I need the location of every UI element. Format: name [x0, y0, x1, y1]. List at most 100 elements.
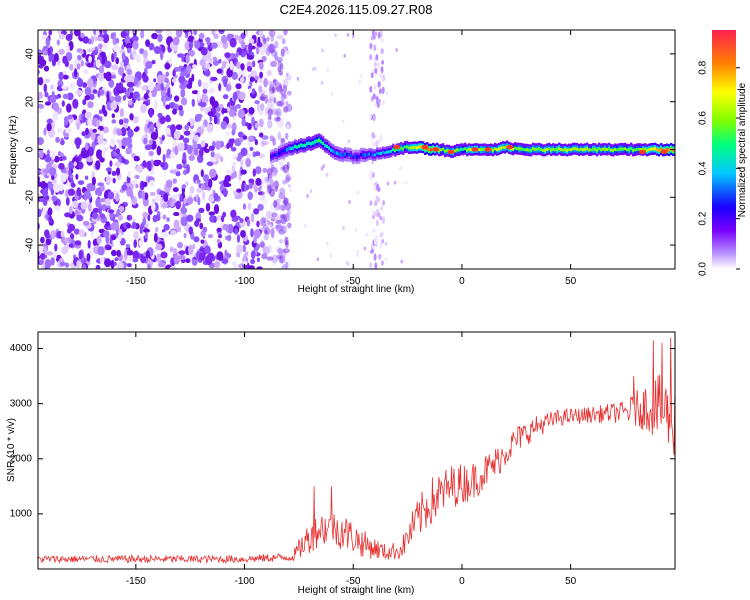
noise-speck: [236, 244, 244, 254]
noise-speck: [65, 44, 70, 53]
noise-speck: [156, 137, 161, 147]
noise-speck: [101, 55, 105, 65]
noise-speck: [188, 154, 196, 161]
band-speck: [371, 172, 375, 178]
signal-core: [586, 147, 589, 151]
signal-core: [364, 153, 367, 157]
noise-speck: [133, 155, 140, 161]
signal-core: [630, 147, 633, 151]
noise-speck: [198, 207, 205, 213]
noise-speck: [149, 124, 154, 133]
sparse-speck: [356, 191, 360, 196]
signal-core: [398, 147, 401, 151]
noise-speck: [184, 124, 190, 131]
sparse-speck: [359, 74, 363, 79]
noise-speck: [178, 75, 186, 84]
noise-speck: [202, 190, 206, 201]
noise-speck: [122, 95, 127, 101]
noise-speck: [254, 100, 260, 105]
band-speck: [372, 141, 376, 148]
noise-speck: [76, 63, 81, 70]
noise-speck: [222, 60, 227, 69]
signal-core: [504, 146, 507, 150]
noise-speck: [74, 68, 78, 78]
noise-speck: [195, 218, 201, 223]
noise-speck: [247, 265, 255, 269]
noise-speck: [125, 147, 132, 155]
noise-speck: [200, 183, 206, 190]
noise-speck: [51, 195, 58, 202]
noise-speck: [212, 59, 219, 66]
signal-core: [390, 149, 393, 153]
noise-speck: [43, 83, 48, 93]
noise-speck: [165, 30, 170, 36]
noise-speck: [189, 186, 195, 194]
noise-speck: [73, 30, 81, 37]
noise-speck: [116, 139, 121, 144]
noise-speck: [92, 128, 97, 133]
signal-core: [666, 148, 669, 151]
noise-speck: [98, 72, 104, 82]
noise-speck: [41, 189, 49, 197]
band-speck: [372, 113, 376, 122]
noise-speck: [232, 161, 237, 167]
noise-speck: [171, 78, 177, 83]
noise-speck: [261, 55, 267, 62]
noise-speck: [120, 127, 127, 137]
noise-speck: [143, 137, 148, 145]
noise-speck: [177, 142, 185, 152]
noise-speck: [199, 102, 207, 108]
noise-speck: [129, 113, 134, 121]
y-tick-label: 3000: [10, 398, 33, 409]
noise-speck: [89, 93, 95, 101]
noise-speck: [125, 243, 130, 248]
colorbar-tick-label: 0.8: [698, 60, 709, 74]
sparse-speck: [329, 253, 333, 258]
noise-speck: [285, 132, 289, 140]
colorbar-tick-label: 0.4: [698, 161, 709, 175]
signal-core: [280, 150, 283, 155]
noise-speck: [76, 122, 80, 130]
noise-speck: [240, 169, 247, 175]
noise-speck: [188, 41, 194, 49]
noise-speck: [173, 219, 180, 229]
noise-speck: [132, 258, 139, 263]
noise-speck: [228, 138, 234, 148]
noise-speck: [103, 147, 109, 152]
noise-speck: [33, 137, 37, 146]
noise-speck: [246, 184, 250, 191]
noise-speck: [47, 207, 53, 216]
colorbar: 0.0 0.2 0.4 0.6 0.8 Normalized spectral ampl…: [698, 30, 748, 276]
signal-core: [412, 146, 415, 150]
signal-core: [574, 147, 577, 151]
noise-speck: [204, 63, 211, 69]
signal-core: [306, 142, 309, 146]
figure-title: C2E4.2026.115.09.27.R08: [280, 2, 433, 17]
band-speck: [379, 133, 383, 142]
noise-speck: [214, 153, 221, 160]
noise-speck: [250, 212, 255, 223]
noise-speck: [86, 156, 94, 163]
noise-speck: [254, 75, 259, 80]
signal-core: [522, 147, 525, 151]
noise-speck: [87, 239, 91, 249]
noise-speck: [135, 126, 140, 132]
noise-speck: [147, 264, 151, 269]
noise-speck: [113, 261, 117, 266]
noise-speck: [186, 164, 190, 174]
noise-speck: [237, 108, 245, 119]
noise-speck: [104, 198, 112, 207]
noise-speck: [85, 192, 92, 200]
signal-core: [414, 145, 417, 149]
noise-speck: [255, 166, 262, 175]
noise-speck: [127, 129, 134, 138]
signal-core: [348, 152, 351, 157]
signal-core: [532, 147, 535, 151]
noise-speck: [132, 250, 140, 260]
noise-speck: [180, 97, 188, 106]
noise-speck: [191, 73, 195, 82]
noise-speck: [75, 89, 83, 96]
noise-speck: [255, 46, 260, 55]
signal-core: [370, 152, 373, 156]
signal-core: [388, 150, 391, 154]
